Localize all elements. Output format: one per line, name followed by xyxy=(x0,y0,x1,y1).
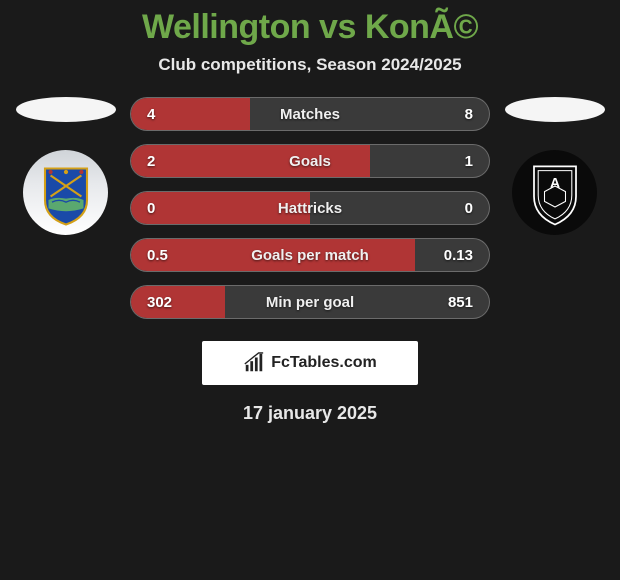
stat-left-value: 4 xyxy=(147,106,155,123)
subtitle: Club competitions, Season 2024/2025 xyxy=(0,55,620,75)
stat-right-value: 0 xyxy=(465,200,473,217)
fctables-label: FcTables.com xyxy=(271,354,377,372)
stat-left-value: 2 xyxy=(147,153,155,170)
stat-left-value: 0 xyxy=(147,200,155,217)
stat-bar-matches: 4 Matches 8 xyxy=(130,97,490,131)
player-placeholder-right xyxy=(505,97,605,122)
stat-left-value: 0.5 xyxy=(147,247,168,264)
stat-fill xyxy=(131,145,370,177)
club-crest-left-icon xyxy=(31,158,101,228)
stat-label: Goals xyxy=(289,153,331,170)
player-placeholder-left xyxy=(16,97,116,122)
club-badge-left[interactable] xyxy=(23,150,108,235)
stat-bar-goals: 2 Goals 1 xyxy=(130,144,490,178)
stat-right-value: 8 xyxy=(465,106,473,123)
stat-fill xyxy=(131,286,225,318)
stat-bar-goals-per-match: 0.5 Goals per match 0.13 xyxy=(130,238,490,272)
stat-left-value: 302 xyxy=(147,294,172,311)
stat-label: Hattricks xyxy=(278,200,342,217)
stat-right-value: 851 xyxy=(448,294,473,311)
fctables-badge[interactable]: FcTables.com xyxy=(202,341,418,385)
stats-column: 4 Matches 8 2 Goals 1 0 Hattricks 0 0.5 Goals per … xyxy=(130,97,490,319)
page-title: Wellington vs KonÃ© xyxy=(0,8,620,47)
stat-right-value: 0.13 xyxy=(444,247,473,264)
stat-right-value: 1 xyxy=(465,153,473,170)
main-row: 4 Matches 8 2 Goals 1 0 Hattricks 0 0.5 Goals per … xyxy=(0,97,620,319)
chart-icon xyxy=(243,352,265,374)
stat-label: Matches xyxy=(280,106,340,123)
stat-bar-hattricks: 0 Hattricks 0 xyxy=(130,191,490,225)
stat-label: Min per goal xyxy=(266,294,354,311)
date-label: 17 january 2025 xyxy=(0,403,620,424)
left-side-column xyxy=(13,97,118,235)
stat-label: Goals per match xyxy=(251,247,369,264)
stat-bar-min-per-goal: 302 Min per goal 851 xyxy=(130,285,490,319)
comparison-card: Wellington vs KonÃ© Club competitions, S… xyxy=(0,0,620,424)
club-crest-right-icon: A xyxy=(520,158,590,228)
club-badge-right[interactable]: A xyxy=(512,150,597,235)
right-side-column: A xyxy=(502,97,607,235)
